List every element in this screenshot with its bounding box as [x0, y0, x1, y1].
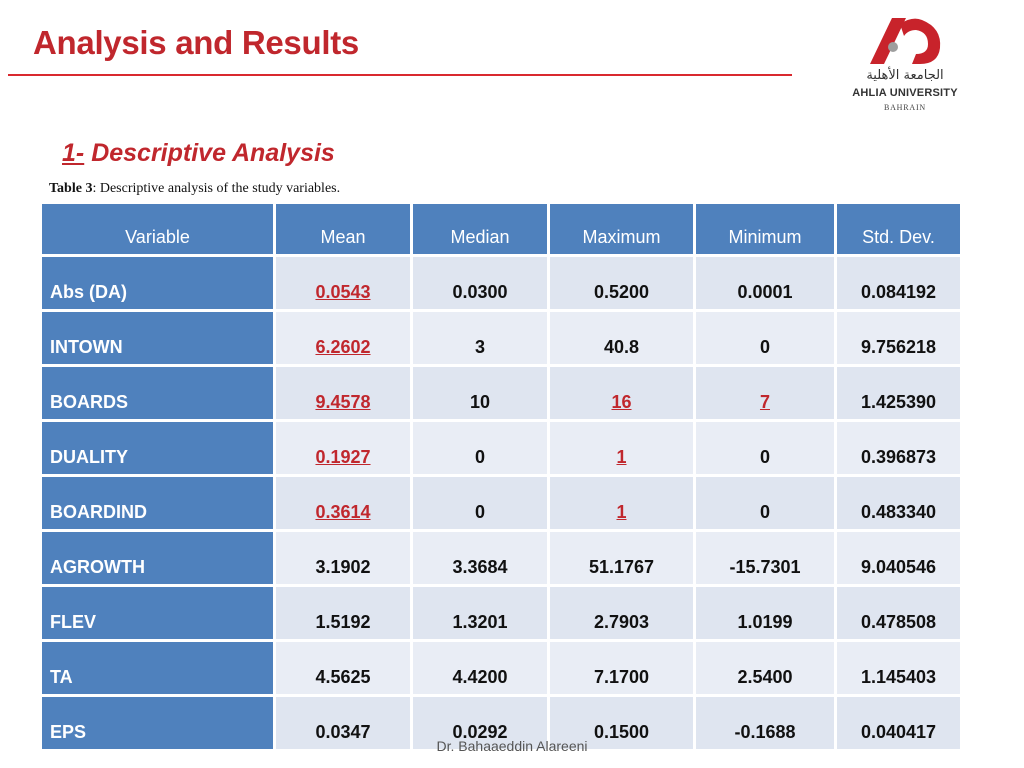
mean-value: 0.3614 [315, 502, 371, 522]
cell-variable: AGROWTH [42, 532, 273, 584]
cell-variable: DUALITY [42, 422, 273, 474]
logo-arabic-text: الجامعة الأهلية [866, 68, 944, 83]
mean-value: 0.0543 [315, 282, 371, 302]
cell-maximum: 1 [550, 477, 693, 529]
cell-variable: INTOWN [42, 312, 273, 364]
cell-minimum: 0 [696, 312, 834, 364]
cell-mean: 1.5192 [276, 587, 410, 639]
header-minimum: Minimum [696, 204, 834, 254]
table-header-row: Variable Mean Median Maximum Minimum Std… [42, 204, 960, 254]
mean-value: 0.1927 [315, 447, 371, 467]
mean-value: 6.2602 [315, 337, 371, 357]
cell-variable: BOARDS [42, 367, 273, 419]
minimum-value: 7 [759, 392, 770, 412]
cell-mean: 0.3614 [276, 477, 410, 529]
mean-value: 9.4578 [315, 392, 371, 412]
cell-variable: Abs (DA) [42, 257, 273, 309]
cell-std-dev: 0.040417 [837, 697, 960, 749]
cell-median: 10 [413, 367, 547, 419]
cell-minimum: 2.5400 [696, 642, 834, 694]
table-row: Abs (DA) 0.0543 0.0300 0.5200 0.0001 0.0… [42, 257, 960, 309]
section-heading: 1- Descriptive Analysis [62, 139, 335, 168]
cell-std-dev: 0.084192 [837, 257, 960, 309]
maximum-value: 16 [611, 392, 632, 412]
cell-median: 0 [413, 422, 547, 474]
cell-mean: 0.1927 [276, 422, 410, 474]
cell-maximum: 1 [550, 422, 693, 474]
table-row: BOARDS 9.4578 10 16 7 1.425390 [42, 367, 960, 419]
cell-std-dev: 0.478508 [837, 587, 960, 639]
cell-minimum: 0 [696, 422, 834, 474]
cell-maximum: 16 [550, 367, 693, 419]
footer-author: Dr. Bahaaeddin Alareeni [436, 738, 588, 754]
cell-median: 0.0292 [413, 697, 547, 749]
cell-std-dev: 0.483340 [837, 477, 960, 529]
cell-std-dev: 9.756218 [837, 312, 960, 364]
section-number: 1- [62, 139, 85, 167]
header-variable: Variable [42, 204, 273, 254]
cell-minimum: -0.1688 [696, 697, 834, 749]
table-row: FLEV 1.5192 1.3201 2.7903 1.0199 0.47850… [42, 587, 960, 639]
caption-label: Table 3 [49, 181, 93, 196]
logo-english-text: AHLIA UNIVERSITY [852, 87, 958, 99]
table-row: EPS 0.0347 0.0292 0.1500 -0.1688 0.04041… [42, 697, 960, 749]
cell-maximum: 0.1500 [550, 697, 693, 749]
maximum-value: 1 [616, 502, 627, 522]
cell-std-dev: 9.040546 [837, 532, 960, 584]
logo-country-text: BAHRAIN [883, 103, 927, 112]
cell-mean: 6.2602 [276, 312, 410, 364]
slide-title: Analysis and Results [33, 24, 359, 61]
cell-median: 3.3684 [413, 532, 547, 584]
cell-maximum: 2.7903 [550, 587, 693, 639]
cell-std-dev: 0.396873 [837, 422, 960, 474]
title-divider [8, 74, 792, 76]
cell-mean: 4.5625 [276, 642, 410, 694]
cell-variable: FLEV [42, 587, 273, 639]
header-median: Median [413, 204, 547, 254]
maximum-value: 1 [616, 447, 627, 467]
cell-minimum: 7 [696, 367, 834, 419]
table-caption: Table 3: Descriptive analysis of the stu… [49, 181, 340, 197]
table-row: DUALITY 0.1927 0 1 0 0.396873 [42, 422, 960, 474]
table-row: INTOWN 6.2602 3 40.8 0 9.756218 [42, 312, 960, 364]
cell-maximum: 40.8 [550, 312, 693, 364]
cell-median: 1.3201 [413, 587, 547, 639]
cell-std-dev: 1.145403 [837, 642, 960, 694]
cell-median: 3 [413, 312, 547, 364]
cell-variable: EPS [42, 697, 273, 749]
cell-minimum: -15.7301 [696, 532, 834, 584]
cell-median: 0 [413, 477, 547, 529]
descriptive-table: Variable Mean Median Maximum Minimum Std… [39, 201, 963, 752]
cell-median: 0.0300 [413, 257, 547, 309]
cell-maximum: 7.1700 [550, 642, 693, 694]
cell-maximum: 51.1767 [550, 532, 693, 584]
caption-text: : Descriptive analysis of the study vari… [92, 181, 341, 196]
ahlia-logo-icon [870, 18, 941, 65]
cell-mean: 0.0347 [276, 697, 410, 749]
header-maximum: Maximum [550, 204, 693, 254]
university-logo: الجامعة الأهلية AHLIA UNIVERSITY BAHRAIN [838, 14, 972, 116]
header-mean: Mean [276, 204, 410, 254]
cell-variable: TA [42, 642, 273, 694]
cell-variable: BOARDIND [42, 477, 273, 529]
cell-minimum: 0.0001 [696, 257, 834, 309]
cell-minimum: 1.0199 [696, 587, 834, 639]
cell-mean: 3.1902 [276, 532, 410, 584]
cell-mean: 0.0543 [276, 257, 410, 309]
section-heading-text: Descriptive Analysis [91, 139, 335, 167]
cell-median: 4.4200 [413, 642, 547, 694]
table-row: AGROWTH 3.1902 3.3684 51.1767 -15.7301 9… [42, 532, 960, 584]
cell-std-dev: 1.425390 [837, 367, 960, 419]
cell-minimum: 0 [696, 477, 834, 529]
cell-mean: 9.4578 [276, 367, 410, 419]
cell-maximum: 0.5200 [550, 257, 693, 309]
header-std-dev: Std. Dev. [837, 204, 960, 254]
table-row: TA 4.5625 4.4200 7.1700 2.5400 1.145403 [42, 642, 960, 694]
table-row: BOARDIND 0.3614 0 1 0 0.483340 [42, 477, 960, 529]
